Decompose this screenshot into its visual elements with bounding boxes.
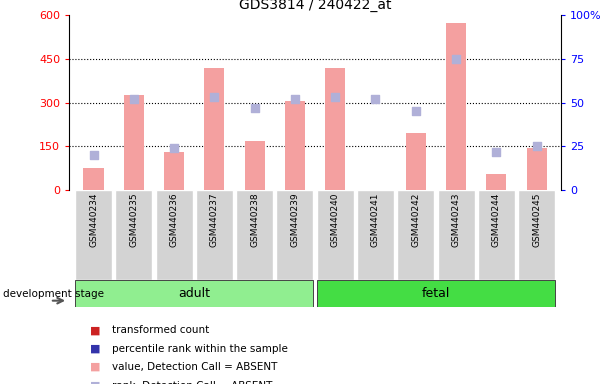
Bar [75,280,314,307]
Bar [115,190,153,280]
Bar [397,190,434,280]
Text: GSM440234: GSM440234 [89,193,98,247]
Bar [478,190,515,280]
Bar [276,190,314,280]
Bar [83,168,104,190]
Text: ■: ■ [90,344,101,354]
Point [169,145,179,151]
Bar [325,68,346,190]
Text: transformed count: transformed count [112,325,209,335]
Text: adult: adult [178,287,210,300]
Bar [526,148,547,190]
Point [330,94,340,101]
Bar [357,190,394,280]
Text: percentile rank within the sample: percentile rank within the sample [112,344,288,354]
Bar [196,190,233,280]
Point [491,149,501,155]
Text: GSM440245: GSM440245 [532,193,541,247]
Bar [518,190,555,280]
Point [129,96,139,102]
Bar [204,68,224,190]
Text: ■: ■ [90,381,101,384]
Text: ■: ■ [90,362,101,372]
Bar [285,101,305,190]
Point [371,96,380,102]
Point [532,143,541,149]
Text: GSM440240: GSM440240 [330,193,339,247]
Bar [245,141,265,190]
Bar [406,133,426,190]
Text: GSM440241: GSM440241 [371,193,380,247]
Title: GDS3814 / 240422_at: GDS3814 / 240422_at [239,0,391,12]
Point [209,94,219,101]
Text: GSM440242: GSM440242 [411,193,420,247]
Bar [438,190,475,280]
Text: ■: ■ [90,325,101,335]
Text: GSM440238: GSM440238 [250,193,259,247]
Point [411,108,421,114]
Text: development stage: development stage [3,289,104,299]
Bar [317,190,354,280]
Text: GSM440239: GSM440239 [291,193,300,247]
Text: GSM440237: GSM440237 [210,193,219,247]
Bar [124,96,144,190]
Text: fetal: fetal [421,287,450,300]
Bar [164,152,184,190]
Text: GSM440244: GSM440244 [492,193,501,247]
Point [250,105,259,111]
Bar [486,174,507,190]
Bar [317,280,555,307]
Bar [156,190,192,280]
Text: GSM440243: GSM440243 [452,193,461,247]
Text: rank, Detection Call = ABSENT: rank, Detection Call = ABSENT [112,381,272,384]
Text: GSM440235: GSM440235 [129,193,138,247]
Bar [75,190,112,280]
Bar [236,190,273,280]
Text: value, Detection Call = ABSENT: value, Detection Call = ABSENT [112,362,277,372]
Bar [446,23,466,190]
Point [451,56,461,62]
Point [290,96,300,102]
Point [89,152,98,158]
Text: GSM440236: GSM440236 [169,193,178,247]
